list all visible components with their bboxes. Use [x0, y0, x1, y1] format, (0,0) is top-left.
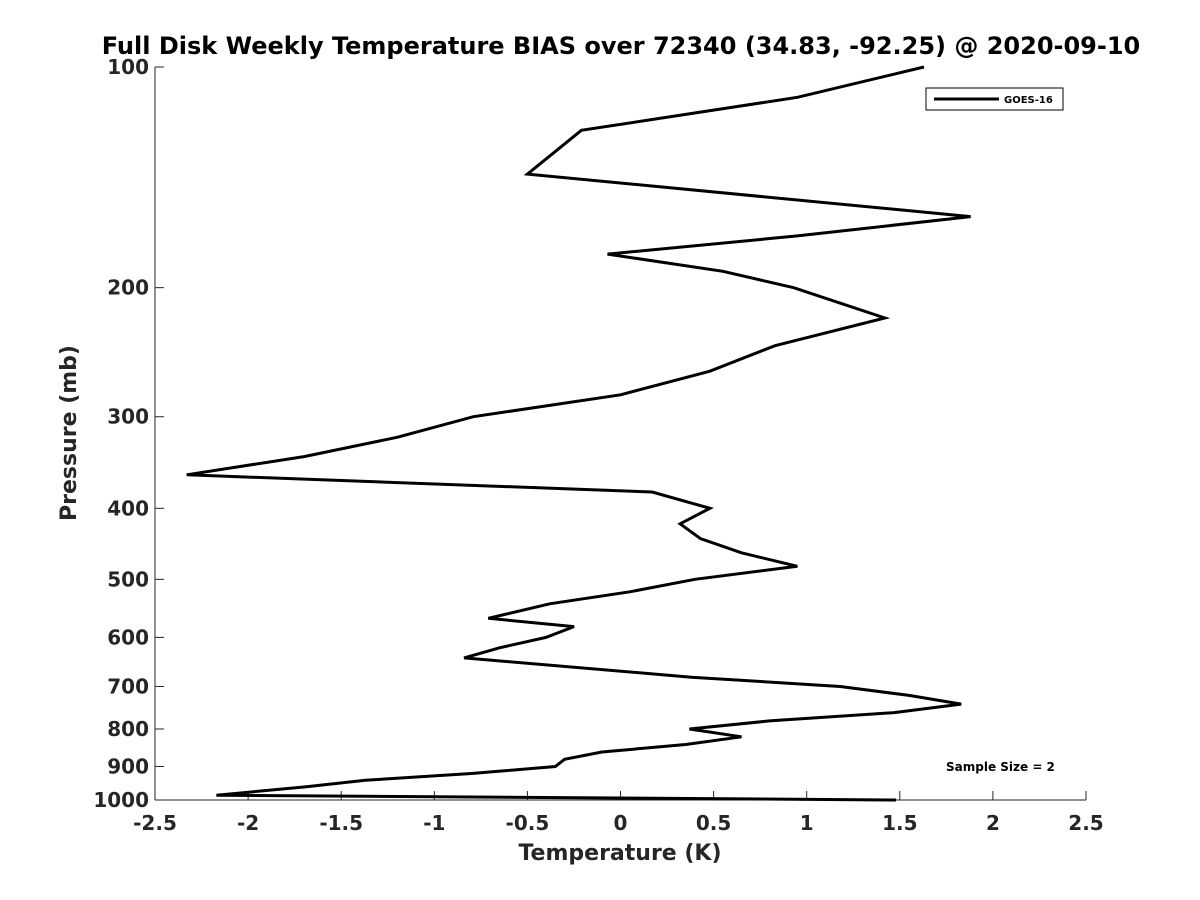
- x-tick-label: 2: [986, 811, 1000, 835]
- y-tick-label: 700: [107, 674, 149, 698]
- x-tick-label: 1.5: [882, 811, 917, 835]
- x-tick-label: -0.5: [506, 811, 550, 835]
- y-tick-label: 1000: [93, 788, 149, 812]
- x-tick-label: 2.5: [1068, 811, 1103, 835]
- y-tick-label: 500: [107, 567, 149, 591]
- x-tick-label: -1: [423, 811, 445, 835]
- series-group: [186, 65, 971, 802]
- y-tick-label: 800: [107, 717, 149, 741]
- x-axis-ticks: -2.5 -2 -1.5 -1 -0.5 0 0.5 1 1.5 2 2.5: [133, 791, 1104, 835]
- y-axis-ticks: 100 200 300 400 500 600 700 800 900 1000: [93, 55, 164, 812]
- y-tick-label: 100: [107, 55, 149, 79]
- x-tick-label: 1: [800, 811, 814, 835]
- sample-size-annotation: Sample Size = 2: [946, 760, 1055, 774]
- y-tick-label: 900: [107, 754, 149, 778]
- x-tick-label: 0.5: [696, 811, 731, 835]
- chart-title: Full Disk Weekly Temperature BIAS over 7…: [102, 32, 1141, 60]
- y-tick-label: 400: [107, 496, 149, 520]
- x-tick-label: -1.5: [319, 811, 363, 835]
- x-tick-label: -2: [237, 811, 259, 835]
- legend-label-goes-16: GOES-16: [1004, 95, 1053, 106]
- y-tick-label: 600: [107, 625, 149, 649]
- y-axis-label: Pressure (mb): [57, 345, 82, 521]
- x-tick-label: -2.5: [133, 811, 177, 835]
- y-tick-label: 200: [107, 276, 149, 300]
- x-axis-label: Temperature (K): [518, 841, 721, 866]
- x-tick-label: 0: [614, 811, 628, 835]
- series-line-goes-16: [186, 65, 971, 802]
- y-tick-label: 300: [107, 405, 149, 429]
- legend: GOES-16: [925, 87, 1064, 111]
